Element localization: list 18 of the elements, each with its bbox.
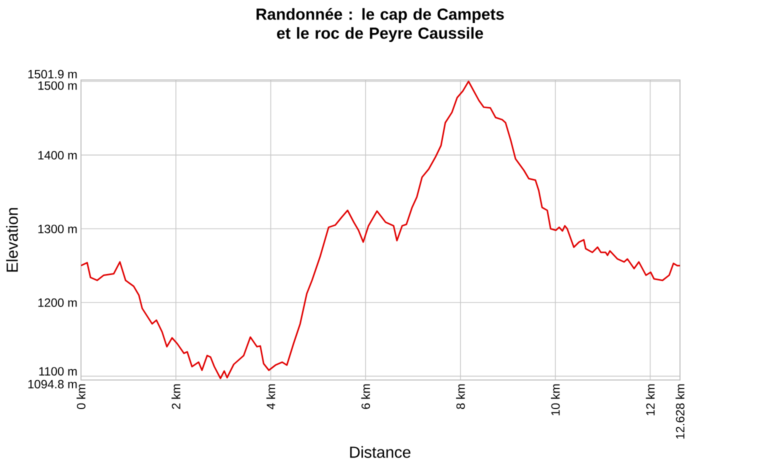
chart-title: Randonnée : le cap de Campets et le roc de Peyre Caussile: [256, 8, 504, 42]
x-tick-label: 8 km: [456, 384, 465, 410]
x-tick-label: 6 km: [361, 384, 370, 409]
y-tick-label: 1300 m: [38, 224, 77, 234]
y-tick-label: 1500 m: [38, 81, 77, 90]
y-tick-label: 1400 m: [38, 151, 77, 160]
y-tick-label: 1094.8 m: [28, 380, 77, 388]
x-tick-label: 12 km: [646, 384, 655, 416]
x-tick-label: 2 km: [172, 384, 180, 409]
y-tick-label: 1100 m: [39, 367, 77, 376]
x-tick-label: 0 km: [76, 384, 86, 410]
x-tick-label: 12.628 km: [676, 384, 684, 439]
y-tick-label: 1501.9 m: [28, 70, 77, 78]
x-tick-label: 10 km: [550, 384, 560, 416]
x-tick-label: 4 km: [266, 384, 276, 410]
y-axis-title: Elevation: [6, 208, 18, 272]
y-tick-label: 1200 m: [38, 298, 77, 307]
x-axis-title: Distance: [350, 446, 410, 458]
